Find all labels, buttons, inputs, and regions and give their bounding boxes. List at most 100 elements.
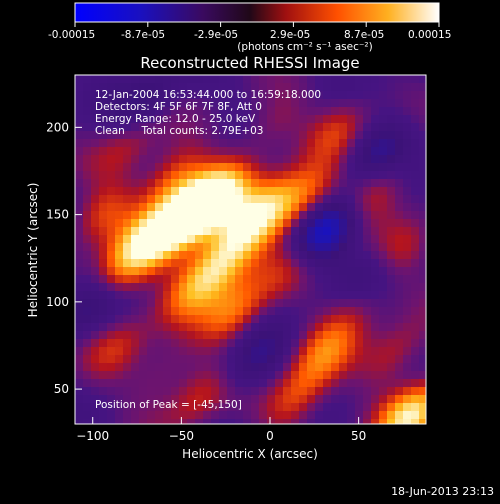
heatmap-cell [323,203,332,212]
heatmap-cell [99,203,108,212]
heatmap-cell [323,379,332,388]
heatmap-cell [163,83,172,92]
heatmap-cell [395,115,404,124]
heatmap-cell [91,131,100,140]
heatmap-cell [291,251,300,260]
heatmap-cell [259,331,268,340]
heatmap-cell [235,315,244,324]
heatmap-cell [195,163,204,172]
heatmap-cell [251,107,260,116]
heatmap-cell [315,187,324,196]
heatmap-cell [403,291,412,300]
heatmap-cell [379,275,388,284]
heatmap-cell [123,411,132,420]
heatmap-cell [219,251,228,260]
heatmap-cell [355,139,364,148]
heatmap-cell [155,83,164,92]
heatmap-cell [187,107,196,116]
heatmap-cell [283,123,292,132]
heatmap-cell [403,403,412,412]
heatmap-cell [147,227,156,236]
heatmap-cell [251,259,260,268]
heatmap-cell [211,403,220,412]
heatmap-cell [283,139,292,148]
heatmap-cell [195,115,204,124]
heatmap-cell [299,147,308,156]
heatmap-cell [379,91,388,100]
heatmap-cell [227,123,236,132]
heatmap-cell [123,211,132,220]
heatmap-cell [315,307,324,316]
heatmap-cell [387,163,396,172]
heatmap-cell [379,315,388,324]
heatmap-cell [291,91,300,100]
heatmap-cell [195,179,204,188]
heatmap-cell [187,403,196,412]
heatmap-cell [315,315,324,324]
heatmap-cell [131,187,140,196]
heatmap-cell [307,179,316,188]
heatmap-cell [403,123,412,132]
heatmap-cell [147,131,156,140]
heatmap-cell [395,227,404,236]
heatmap-cell [267,387,276,396]
heatmap-cell [179,107,188,116]
heatmap-cell [283,315,292,324]
heatmap-cell [107,139,116,148]
heatmap-cell [371,267,380,276]
heatmap-cell [187,163,196,172]
heatmap-cell [291,171,300,180]
heatmap-cell [131,131,140,140]
heatmap-cell [171,387,180,396]
heatmap-cell [243,179,252,188]
heatmap-cell [219,219,228,228]
heatmap-cell [259,211,268,220]
heatmap-cell [235,155,244,164]
heatmap-cell [275,115,284,124]
heatmap-cell [339,147,348,156]
heatmap-cell [355,163,364,172]
heatmap-cell [179,195,188,204]
heatmap-cell [419,187,426,196]
heatmap-cell [315,227,324,236]
heatmap-cell [219,307,228,316]
heatmap-cell [275,251,284,260]
heatmap-cell [395,235,404,244]
heatmap-cell [155,115,164,124]
heatmap-cell [411,259,420,268]
heatmap-cell [275,267,284,276]
heatmap-cell [259,147,268,156]
heatmap-cell [267,243,276,252]
heatmap-cell [403,243,412,252]
heatmap-cell [75,131,84,140]
heatmap-cell [211,243,220,252]
heatmap-cell [155,403,164,412]
heatmap-cell [195,123,204,132]
heatmap-cell [419,227,426,236]
heatmap-cell [107,259,116,268]
heatmap-cell [419,179,426,188]
heatmap-cell [395,139,404,148]
heatmap-cell [235,83,244,92]
heatmap-cell [251,123,260,132]
heatmap-cell [403,419,412,424]
heatmap-cell [155,355,164,364]
heatmap-cell [227,419,236,424]
heatmap-cell [371,347,380,356]
heatmap-cell [107,251,116,260]
heatmap-cell [107,91,116,100]
colorbar-tick-label: 8.7e-05 [344,29,384,41]
heatmap-cell [115,219,124,228]
heatmap-cell [163,131,172,140]
heatmap-cell [235,163,244,172]
heatmap-cell [147,403,156,412]
heatmap-cell [115,379,124,388]
heatmap-cell [387,403,396,412]
heatmap-cell [331,315,340,324]
heatmap-cell [371,395,380,404]
heatmap-cell [83,347,92,356]
heatmap-cell [203,307,212,316]
heatmap-cell [363,403,372,412]
heatmap-cell [187,355,196,364]
heatmap-cell [291,163,300,172]
